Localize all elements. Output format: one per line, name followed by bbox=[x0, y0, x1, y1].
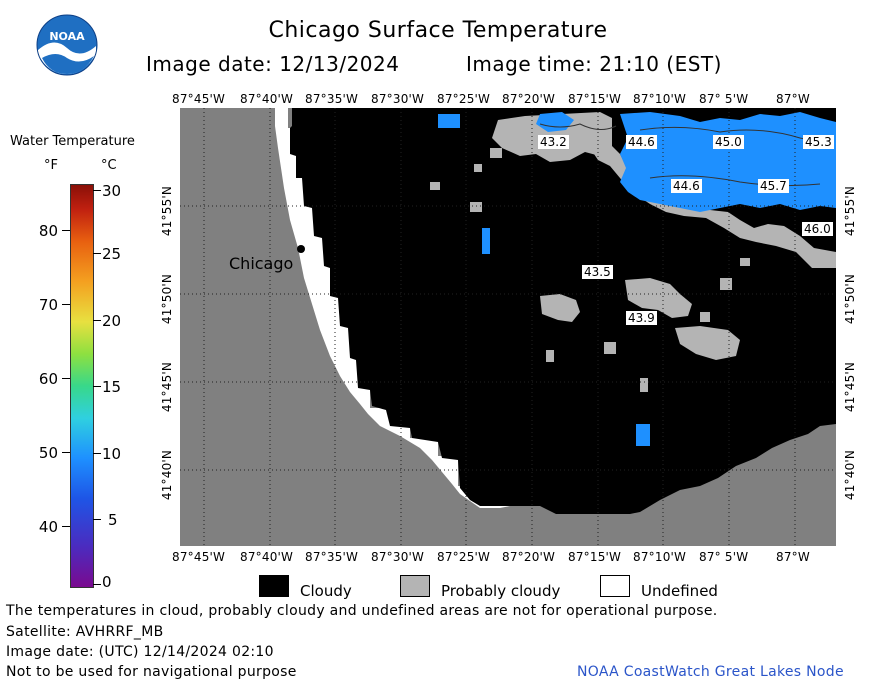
lat-label-left: 41°40'N bbox=[160, 449, 174, 501]
c-tick: 25 bbox=[102, 245, 122, 263]
c-tick: 20 bbox=[102, 312, 122, 330]
undefined-shore bbox=[275, 108, 510, 508]
temperature-label: 43.9 bbox=[626, 311, 657, 325]
lat-label-right: 41°45'N bbox=[843, 361, 857, 413]
f-tick: 60 bbox=[38, 370, 58, 388]
lon-label: 87°45'W bbox=[172, 550, 226, 564]
map-panel[interactable]: Chicago 43.2 44.6 45.0 45.3 44.6 45.7 46… bbox=[180, 108, 836, 546]
lon-label: 87°W bbox=[776, 92, 810, 106]
c-tick: 10 bbox=[102, 445, 122, 463]
lon-label: 87°15'W bbox=[568, 550, 622, 564]
lon-label: 87°W bbox=[776, 550, 810, 564]
c-tick: 5 bbox=[108, 511, 118, 529]
c-tick: 0 bbox=[102, 573, 112, 591]
probably-cloudy-label: Probably cloudy bbox=[441, 582, 561, 600]
lon-label: 87°35'W bbox=[305, 550, 359, 564]
svg-text:NOAA: NOAA bbox=[49, 30, 85, 43]
lon-label: 87°45'W bbox=[172, 92, 226, 106]
cloudy-label: Cloudy bbox=[300, 582, 352, 600]
cloudy-swatch bbox=[259, 575, 289, 597]
temperature-label: 46.0 bbox=[802, 222, 833, 236]
undefined-swatch bbox=[600, 575, 630, 597]
lon-label: 87°10'W bbox=[633, 92, 687, 106]
unit-fahrenheit: °F bbox=[44, 158, 58, 173]
image-date: Image date: 12/13/2024 bbox=[146, 52, 400, 76]
city-label: Chicago bbox=[229, 254, 294, 273]
credit-text: NOAA CoastWatch Great Lakes Node bbox=[577, 664, 844, 680]
lon-label: 87°30'W bbox=[371, 550, 425, 564]
probably-cloudy-swatch bbox=[400, 575, 430, 597]
f-tick: 50 bbox=[38, 444, 58, 462]
chicago-marker bbox=[297, 245, 305, 253]
lon-label: 87° 5'W bbox=[699, 92, 749, 106]
lon-label: 87°20'W bbox=[502, 550, 556, 564]
undefined-label: Undefined bbox=[641, 582, 718, 600]
satellite-text: Satellite: AVHRRF_MB bbox=[6, 624, 164, 640]
lon-label: 87°25'W bbox=[437, 550, 491, 564]
temperature-label: 44.6 bbox=[671, 179, 702, 193]
lat-label-left: 41°45'N bbox=[160, 361, 174, 413]
colorbar-title: Water Temperature bbox=[10, 134, 135, 149]
noaa-logo: NOAA bbox=[36, 14, 98, 76]
image-time: Image time: 21:10 (EST) bbox=[466, 52, 722, 76]
c-tick: 15 bbox=[102, 378, 122, 396]
lat-label-left: 41°55'N bbox=[160, 185, 174, 237]
temperature-label: 45.3 bbox=[803, 135, 834, 149]
lon-label: 87°40'W bbox=[240, 550, 294, 564]
f-tick: 80 bbox=[38, 222, 58, 240]
f-tick: 40 bbox=[38, 518, 58, 536]
graticule bbox=[180, 108, 836, 546]
temperature-label: 43.5 bbox=[582, 265, 613, 279]
unit-celsius: °C bbox=[101, 158, 117, 173]
temperature-label: 43.2 bbox=[538, 135, 569, 149]
lat-label-right: 41°55'N bbox=[843, 185, 857, 237]
lat-label-left: 41°50'N bbox=[160, 273, 174, 325]
lon-label: 87°10'W bbox=[633, 550, 687, 564]
lon-label: 87°25'W bbox=[437, 92, 491, 106]
lat-label-right: 41°50'N bbox=[843, 273, 857, 325]
navigation-warning: Not to be used for navigational purpose bbox=[6, 664, 297, 680]
lon-label: 87° 5'W bbox=[699, 550, 749, 564]
temperature-label: 45.7 bbox=[758, 179, 789, 193]
page-title: Chicago Surface Temperature bbox=[268, 18, 608, 43]
lon-label: 87°15'W bbox=[568, 92, 622, 106]
utc-date-text: Image date: (UTC) 12/14/2024 02:10 bbox=[6, 644, 274, 660]
temperature-label: 45.0 bbox=[713, 135, 744, 149]
lat-label-right: 41°40'N bbox=[843, 449, 857, 501]
c-tick: 30 bbox=[102, 182, 122, 200]
lon-label: 87°20'W bbox=[502, 92, 556, 106]
temperature-label: 44.6 bbox=[626, 135, 657, 149]
lon-label: 87°30'W bbox=[371, 92, 425, 106]
lon-label: 87°40'W bbox=[240, 92, 294, 106]
f-tick: 70 bbox=[38, 296, 58, 314]
disclaimer-text: The temperatures in cloud, probably clou… bbox=[6, 603, 718, 619]
colorbar bbox=[70, 184, 94, 588]
lon-label: 87°35'W bbox=[305, 92, 359, 106]
